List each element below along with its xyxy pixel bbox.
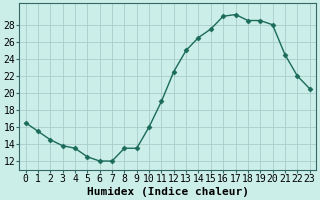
X-axis label: Humidex (Indice chaleur): Humidex (Indice chaleur) [87, 186, 249, 197]
